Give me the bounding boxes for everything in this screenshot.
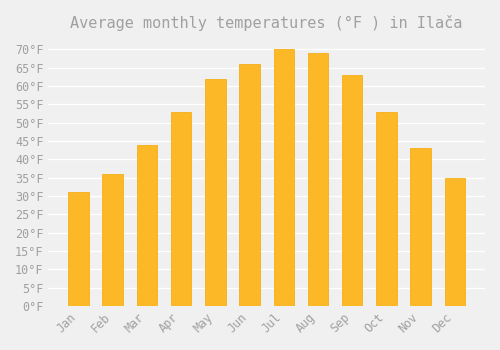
Bar [205,78,226,306]
Bar [274,49,294,306]
Bar [240,64,260,306]
Bar [342,75,362,306]
Bar [376,112,396,306]
Bar [171,112,192,306]
Bar [410,148,431,306]
Bar [68,192,88,306]
Bar [444,177,465,306]
Bar [102,174,123,306]
Title: Average monthly temperatures (°F ) in Ilača: Average monthly temperatures (°F ) in Il… [70,15,463,31]
Bar [136,145,157,306]
Bar [308,53,328,306]
